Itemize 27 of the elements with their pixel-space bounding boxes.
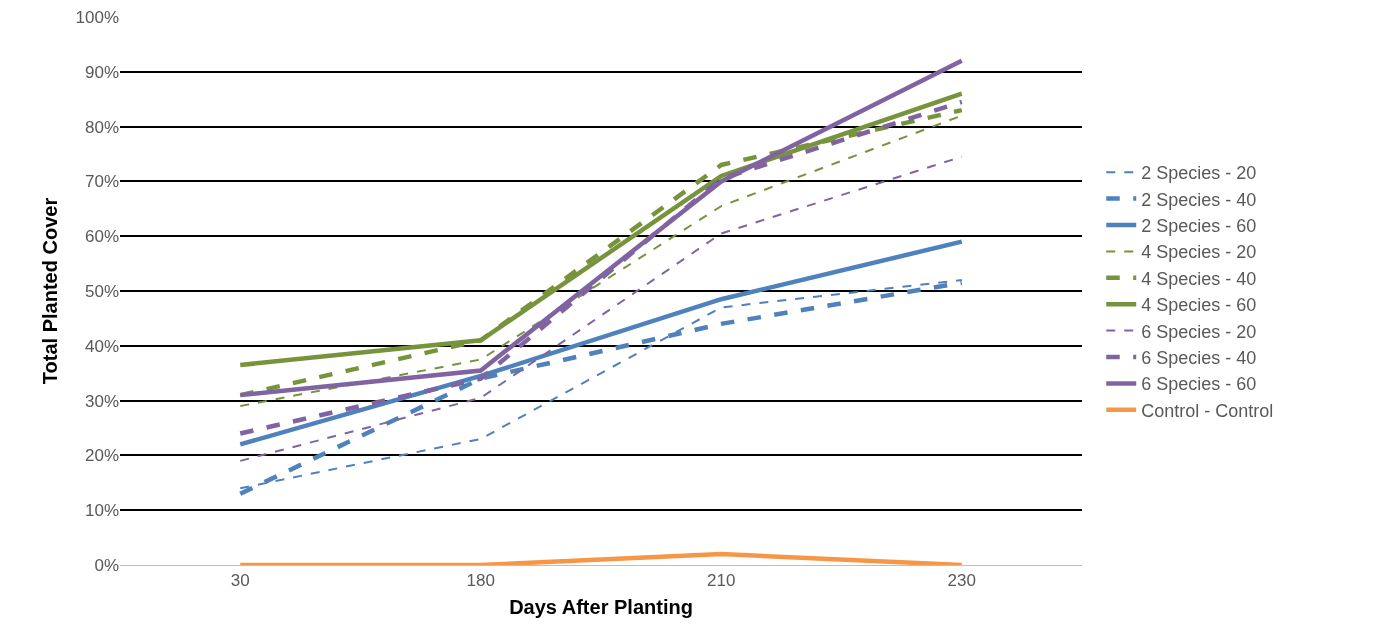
y-tick-label: 80% <box>84 117 119 137</box>
legend-label: 4 Species - 20 <box>1141 242 1257 263</box>
y-tick-label: 10% <box>84 501 119 521</box>
legend-label: 6 Species - 20 <box>1141 321 1257 342</box>
y-tick-label: 60% <box>84 227 119 247</box>
legend-label: 2 Species - 60 <box>1141 216 1257 237</box>
x-axis-title: Days After Planting <box>509 595 693 618</box>
y-tick-label: 30% <box>84 391 119 411</box>
y-axis-title: Total Planted Cover <box>39 197 62 385</box>
legend-label: Control - Control <box>1141 400 1274 421</box>
x-tick-label: 230 <box>947 571 976 591</box>
y-tick-label: 50% <box>84 281 119 301</box>
y-tick-label: 0% <box>94 555 119 575</box>
y-tick-label: 90% <box>84 62 119 82</box>
x-tick-label: 180 <box>466 571 495 591</box>
legend-label: 6 Species - 60 <box>1141 374 1257 395</box>
y-tick-label: 20% <box>84 446 119 466</box>
y-tick-label: 100% <box>75 7 119 27</box>
y-tick-label: 70% <box>84 172 119 192</box>
x-tick-label: 210 <box>707 571 736 591</box>
x-tick-label: 30 <box>230 571 250 591</box>
legend-label: 2 Species - 40 <box>1141 189 1257 210</box>
y-tick-label: 40% <box>84 336 119 356</box>
legend-label: 6 Species - 40 <box>1141 348 1257 369</box>
legend-label: 2 Species - 20 <box>1141 163 1257 184</box>
legend-label: 4 Species - 40 <box>1141 268 1257 289</box>
legend-label: 4 Species - 60 <box>1141 295 1257 316</box>
